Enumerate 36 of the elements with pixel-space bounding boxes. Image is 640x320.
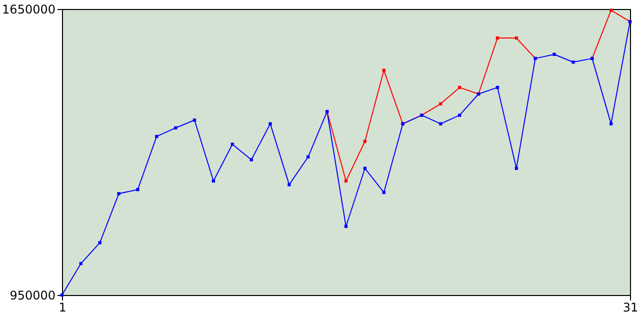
point [98,241,102,244]
point [155,134,158,138]
y-tick-label: 1650000 [2,2,56,16]
point [60,293,64,297]
point [609,122,613,126]
point [439,122,442,126]
y-tick-label: 950000 [10,288,56,302]
point [192,118,196,122]
point [174,126,178,130]
point [344,179,348,183]
point [382,68,386,72]
x-tick-label: 31 [622,300,638,314]
point [79,262,83,266]
point [514,166,518,170]
point [439,102,442,106]
point [117,192,120,196]
point [306,155,310,158]
point [344,224,348,228]
point [458,86,462,90]
point [268,122,272,126]
point [496,36,500,40]
point [382,190,386,194]
point [288,183,291,186]
point [212,179,216,183]
point [250,158,253,162]
point [496,86,500,90]
point [363,166,367,170]
point [363,140,367,143]
point [458,114,462,117]
point [514,36,518,40]
point [552,52,556,56]
x-tick-label: 1 [58,300,66,314]
point [136,188,140,192]
point [230,142,234,146]
point [572,60,575,64]
point [609,8,613,12]
